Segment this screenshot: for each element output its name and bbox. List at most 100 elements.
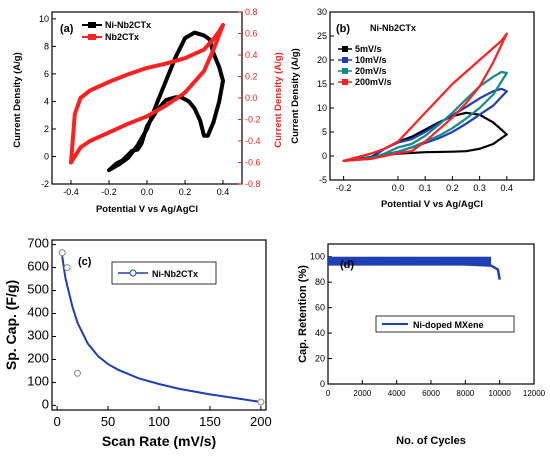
panel-c-xlabel: Scan Rate (mV/s)	[102, 433, 216, 449]
panel-d-ytick-label-1: 20	[315, 354, 325, 364]
panel-a-right-ytick-label-6: 0.4	[245, 50, 258, 60]
panel-a-left-ytick-label-0: -2	[41, 179, 49, 189]
legend-a-label-0: Ni-Nb2CTx	[105, 20, 151, 30]
legend-b-marker-2	[342, 68, 348, 74]
panel-d-xtick-label-0: 0	[326, 389, 331, 398]
panel-d-ytick-label-2: 40	[315, 328, 325, 338]
panel-a-xtick-label-3: 0.2	[179, 187, 192, 197]
panel-d-ytick-label-5: 100	[310, 252, 325, 262]
panel-c-ytick-label-4: 400	[27, 305, 49, 320]
panel-d-xlabel: No. of Cycles	[396, 435, 466, 447]
panel-d-ylabel: Cap. Retention (%)	[297, 265, 309, 363]
panel-a-series-1	[69, 22, 225, 165]
panel-b-y-ticks: -5 0 5 10 15 20 25 30	[317, 7, 334, 185]
panel-a-xlabel: Potential V vs Ag/AgCl	[96, 204, 198, 215]
panel-c-ylabel: Sp. Cap. (F/g)	[3, 280, 19, 370]
panel-c-ytick-label-0: 0	[42, 396, 49, 411]
panel-c-point-3	[257, 398, 265, 406]
panel-d-xtick-label-3: 6000	[422, 389, 440, 398]
panel-b-xtick-label-2: 0.1	[419, 183, 432, 193]
legend-b-label-1: 10mV/s	[355, 55, 387, 65]
panel-a-left-ytick-label-5: 8	[44, 41, 49, 51]
panel-d-ytick-label-3: 60	[315, 303, 325, 313]
panel-c-ytick-label-2: 200	[27, 350, 49, 365]
panel-a-ylabel: Current Density (A/g)	[12, 52, 23, 148]
legend-b-label-0: 5mV/s	[355, 44, 382, 54]
panel-d-legend: Ni-doped MXene	[375, 315, 515, 333]
panel-b: -0.2 0.0 0.1 0.2 0.3 0.4 -5 0 5 10 15 20 25 30 (b) N…	[290, 7, 535, 210]
legend-c-marker	[129, 269, 137, 277]
legend-d-box	[375, 315, 515, 333]
legend-b-label-2: 20mV/s	[355, 66, 387, 76]
panel-c-y-ticks: 0 100 200 300 400 500 600 700	[27, 236, 56, 411]
panel-b-ytick-label-5: 20	[317, 55, 327, 65]
panel-d-series-0	[328, 259, 501, 280]
panel-a-left-ytick-label-4: 6	[44, 69, 49, 79]
panel-a-right-ytick-label-5: 0.2	[245, 72, 258, 82]
panel-c-fit-curve	[61, 255, 262, 403]
panel-b-xlabel: Potential V vs Ag/AgCl	[381, 199, 483, 210]
panel-b-ylabel: Current Density (A/g)	[290, 48, 301, 144]
panel-a-xtick-label-0: -0.4	[63, 187, 79, 197]
panel-c-point-2	[73, 369, 81, 377]
panel-a-left-ytick-label-1: 0	[44, 151, 49, 161]
panel-b-series-1	[342, 87, 508, 162]
panel-c-xtick-label-3: 150	[199, 414, 221, 429]
legend-b-label-3: 200mV/s	[355, 77, 392, 87]
panel-a: -0.4 -0.2 0.0 0.2 0.4 -2 0 2 4 6 8 10 -0.8 -0.6 -0.4…	[12, 7, 284, 215]
panel-c-ytick-label-6: 600	[27, 259, 49, 274]
panel-c-ytick-label-3: 300	[27, 327, 49, 342]
panel-a-legend: Ni-Nb2CTx Nb2CTx	[82, 20, 151, 42]
panel-a-label: (a)	[60, 23, 74, 35]
panel-a-left-ytick-label-3: 4	[44, 96, 49, 106]
panel-b-frame	[329, 11, 535, 181]
panel-c-xtick-label-2: 100	[148, 414, 170, 429]
panel-b-xtick-label-1: 0.0	[392, 183, 405, 193]
panel-a-series	[69, 22, 225, 173]
panel-b-ytick-label-1: 0	[322, 151, 327, 161]
panel-d-xtick-label-6: 12000	[523, 389, 546, 398]
panel-a-right-ytick-label-8: 0.8	[245, 7, 258, 17]
panel-c-legend: Ni-Nb2CTx	[111, 261, 217, 285]
panel-b-ytick-label-7: 30	[317, 7, 327, 17]
panel-b-ytick-label-0: -5	[319, 175, 327, 185]
legend-c-box	[111, 261, 217, 285]
panel-d-ytick-label-0: 0	[320, 379, 325, 389]
panel-a-xtick-label-2: 0.0	[141, 187, 154, 197]
panel-c-ytick-label-7: 700	[27, 236, 49, 251]
panel-c-series	[58, 249, 265, 406]
panel-c-label: (c)	[78, 256, 92, 268]
panel-a-y-ticks-left: -2 0 2 4 6 8 10	[39, 14, 56, 189]
panel-a-y-ticks-right: -0.8 -0.6 -0.4 -0.2 0.0 0.2 0.4 0.6 0.8	[238, 7, 261, 189]
panel-c-ytick-label-1: 100	[27, 373, 49, 388]
panel-b-series	[342, 32, 508, 162]
panel-b-ytick-label-2: 5	[322, 127, 327, 137]
panel-c-xtick-label-0: 0	[53, 414, 60, 429]
panel-a-xtick-label-1: -0.2	[101, 187, 117, 197]
panel-d-label: (d)	[340, 259, 354, 271]
panel-c-xtick-label-1: 50	[101, 414, 115, 429]
panel-a-right-ytick-label-1: -0.6	[245, 158, 261, 168]
panel-b-xtick-label-3: 0.2	[446, 183, 459, 193]
panel-c-point-0	[58, 249, 66, 257]
panel-a-right-ytick-label-7: 0.6	[245, 29, 258, 39]
panel-b-series-0	[342, 111, 508, 162]
panel-b-ytick-label-3: 10	[317, 103, 327, 113]
panel-c-x-ticks: 0 50 100 150 200	[53, 406, 272, 429]
panel-d-xtick-label-1: 2000	[353, 389, 371, 398]
panel-b-label: (b)	[336, 23, 350, 35]
legend-c-label: Ni-Nb2CTx	[152, 269, 198, 279]
panel-d-y-ticks: 0 20 40 60 80 100	[310, 252, 332, 389]
panel-d: 0 2000 4000 6000 8000 10000 12000 0 20 40 60 80 100…	[297, 243, 546, 447]
panel-a-left-ytick-label-6: 10	[39, 14, 49, 24]
panel-d-xtick-label-4: 8000	[456, 389, 474, 398]
legend-d-label: Ni-doped MXene	[413, 320, 484, 330]
panel-d-x-ticks: 0 2000 4000 6000 8000 10000 12000	[326, 380, 546, 398]
panel-b-ytick-label-4: 15	[317, 79, 327, 89]
panel-b-ytick-label-6: 25	[317, 31, 327, 41]
panel-a-right-ytick-label-4: 0.0	[245, 93, 258, 103]
panel-a-right-ytick-label-3: -0.2	[245, 115, 261, 125]
